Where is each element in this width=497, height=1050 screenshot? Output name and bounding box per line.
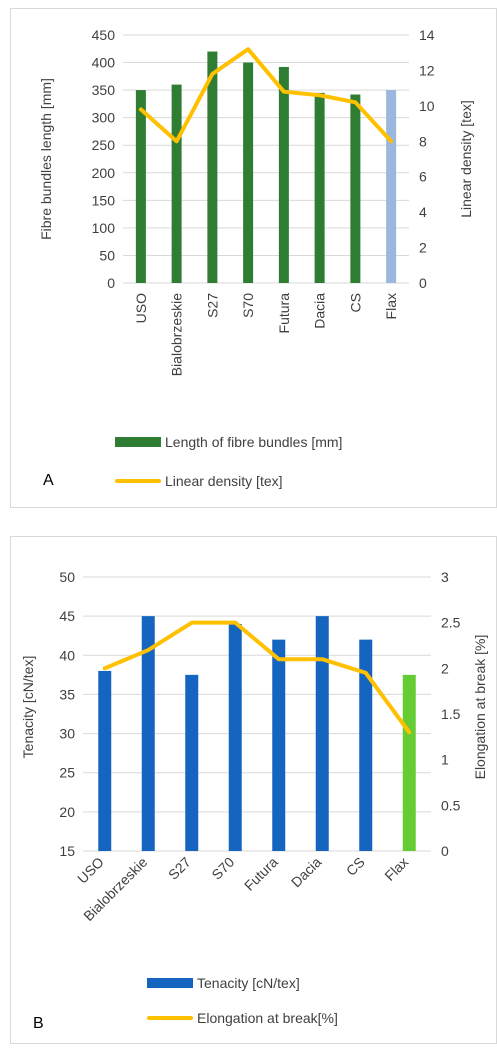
chart-panel-a: 0 50 100 150 200 250 300 350 400 450 0 2 4 6 8 10 12 14 US… [10,8,497,508]
bar-a-uso [135,90,146,283]
legend-swatch-bar-a [115,437,161,447]
y2-tick-label-a-5: 10 [419,98,435,114]
y2-tick-label-b-0: 0 [441,843,449,859]
series-line-b [102,620,412,735]
y2-tick-label-b-4: 2 [441,660,449,676]
y-axis-title-b: Tenacity [cN/tex] [20,656,36,759]
y-tick-label-b-3: 30 [59,726,75,742]
y-tick-label-a-6: 300 [92,110,116,126]
y-tick-label-a-7: 350 [92,82,116,98]
y2-tick-label-a-6: 12 [419,62,435,78]
y-tick-label-a-8: 400 [92,55,116,71]
y-axis-title-a: Fibre bundles length [mm] [38,78,54,240]
legend-label-bar-b: Tenacity [cN/tex] [197,975,300,991]
legend-item-bar-b: Tenacity [cN/tex] [147,975,300,991]
y-tick-label-a-4: 200 [92,165,116,181]
bar-a-flax [386,90,397,283]
bar-b-s70 [228,623,242,851]
legend-item-bar-a: Length of fibre bundles [mm] [115,434,342,450]
y2-tick-label-b-2: 1 [441,752,449,768]
x-tick-label-a-3: S70 [240,293,256,318]
series-line-a [138,47,394,144]
y2-tick-label-b-5: 2.5 [441,615,461,631]
bar-b-flax [402,674,416,851]
bar-b-bialobrzeskie [141,616,155,851]
chart-b-svg: 152025303540455000.511.522.53USOBialobrz… [20,569,488,924]
bar-a-s70 [243,62,254,283]
bar-a-dacia [314,92,325,283]
y2-tick-label-a-4: 8 [419,133,427,149]
y2-tick-label-a-7: 14 [419,27,435,43]
y2-tick-label-a-2: 4 [419,204,427,220]
x-tick-label-a-0: USO [133,293,149,323]
x-tick-label-a-4: Futura [276,293,292,334]
y2-tick-label-b-3: 1.5 [441,706,461,722]
y-tick-label-a-5: 250 [92,137,116,153]
y-tick-label-b-5: 40 [59,647,75,663]
y-tick-label-b-0: 15 [59,843,75,859]
y-tick-label-b-7: 50 [59,569,75,585]
x-tick-label-b-5: Dacia [288,854,325,891]
y2-tick-label-a-3: 6 [419,169,427,185]
y-tick-label-b-4: 35 [59,686,75,702]
bar-b-s27 [185,674,199,851]
x-tick-label-a-2: S27 [204,293,220,318]
bar-a-bialobrzeskie [171,84,182,283]
y-tick-label-a-9: 450 [92,27,116,43]
y2-axis-title-b: Elongation at break [%] [472,635,488,780]
legend-swatch-line-a [115,479,161,483]
bar-b-uso [98,670,112,851]
y2-tick-label-a-1: 2 [419,240,427,256]
bar-a-cs [350,94,361,284]
bar-b-dacia [315,616,329,851]
y-tick-label-a-2: 100 [92,220,116,236]
bar-a-s27 [207,51,218,284]
legend-label-line-b: Elongation at break[%] [197,1010,338,1026]
bar-b-futura [272,639,286,851]
x-tick-label-a-5: Dacia [312,293,328,329]
x-tick-label-b-0: USO [74,854,107,887]
y-tick-label-a-1: 50 [99,247,115,263]
legend-label-line-a: Linear density [tex] [165,473,283,489]
y-tick-label-b-1: 20 [59,804,75,820]
panel-letter-b: B [33,1015,44,1032]
y-tick-label-a-3: 150 [92,192,116,208]
x-tick-label-b-7: Flax [381,854,411,884]
bar-a-futura [278,66,289,283]
x-tick-label-b-6: CS [343,854,368,879]
bar-b-cs [359,639,373,851]
chart-a-svg: 0 50 100 150 200 250 300 350 400 450 0 2 4 6 8 10 12 14 US… [38,27,474,376]
x-tick-label-b-3: S70 [208,854,237,883]
legend-swatch-bar-b [147,978,193,988]
x-tick-label-a-6: CS [347,293,363,312]
x-tick-label-a-1: Bialobrzeskie [169,293,185,376]
x-tick-label-a-7: Flax [383,293,399,319]
legend-item-line-b: Elongation at break[%] [147,1010,338,1026]
legend-label-bar-a: Length of fibre bundles [mm] [165,434,343,450]
y2-tick-label-b-6: 3 [441,569,449,585]
y-tick-label-a-0: 0 [107,275,115,291]
panel-letter-a: A [43,472,54,489]
chart-panel-b: 15 20 25 30 35 40 45 50 0 0.5 1 1.5 2 2.5 3 USO Bialobrz… [10,536,497,1044]
legend-item-line-a: Linear density [tex] [115,473,283,489]
x-tick-label-b-2: S27 [165,854,194,883]
y2-axis-title-a: Linear density [tex] [458,100,474,218]
y2-tick-label-a-0: 0 [419,275,427,291]
x-tick-label-b-4: Futura [241,854,281,894]
legend-swatch-line-b [147,1016,193,1020]
y-tick-label-b-6: 45 [59,608,75,624]
y-tick-label-b-2: 25 [59,765,75,781]
y2-tick-label-b-1: 0.5 [441,797,461,813]
